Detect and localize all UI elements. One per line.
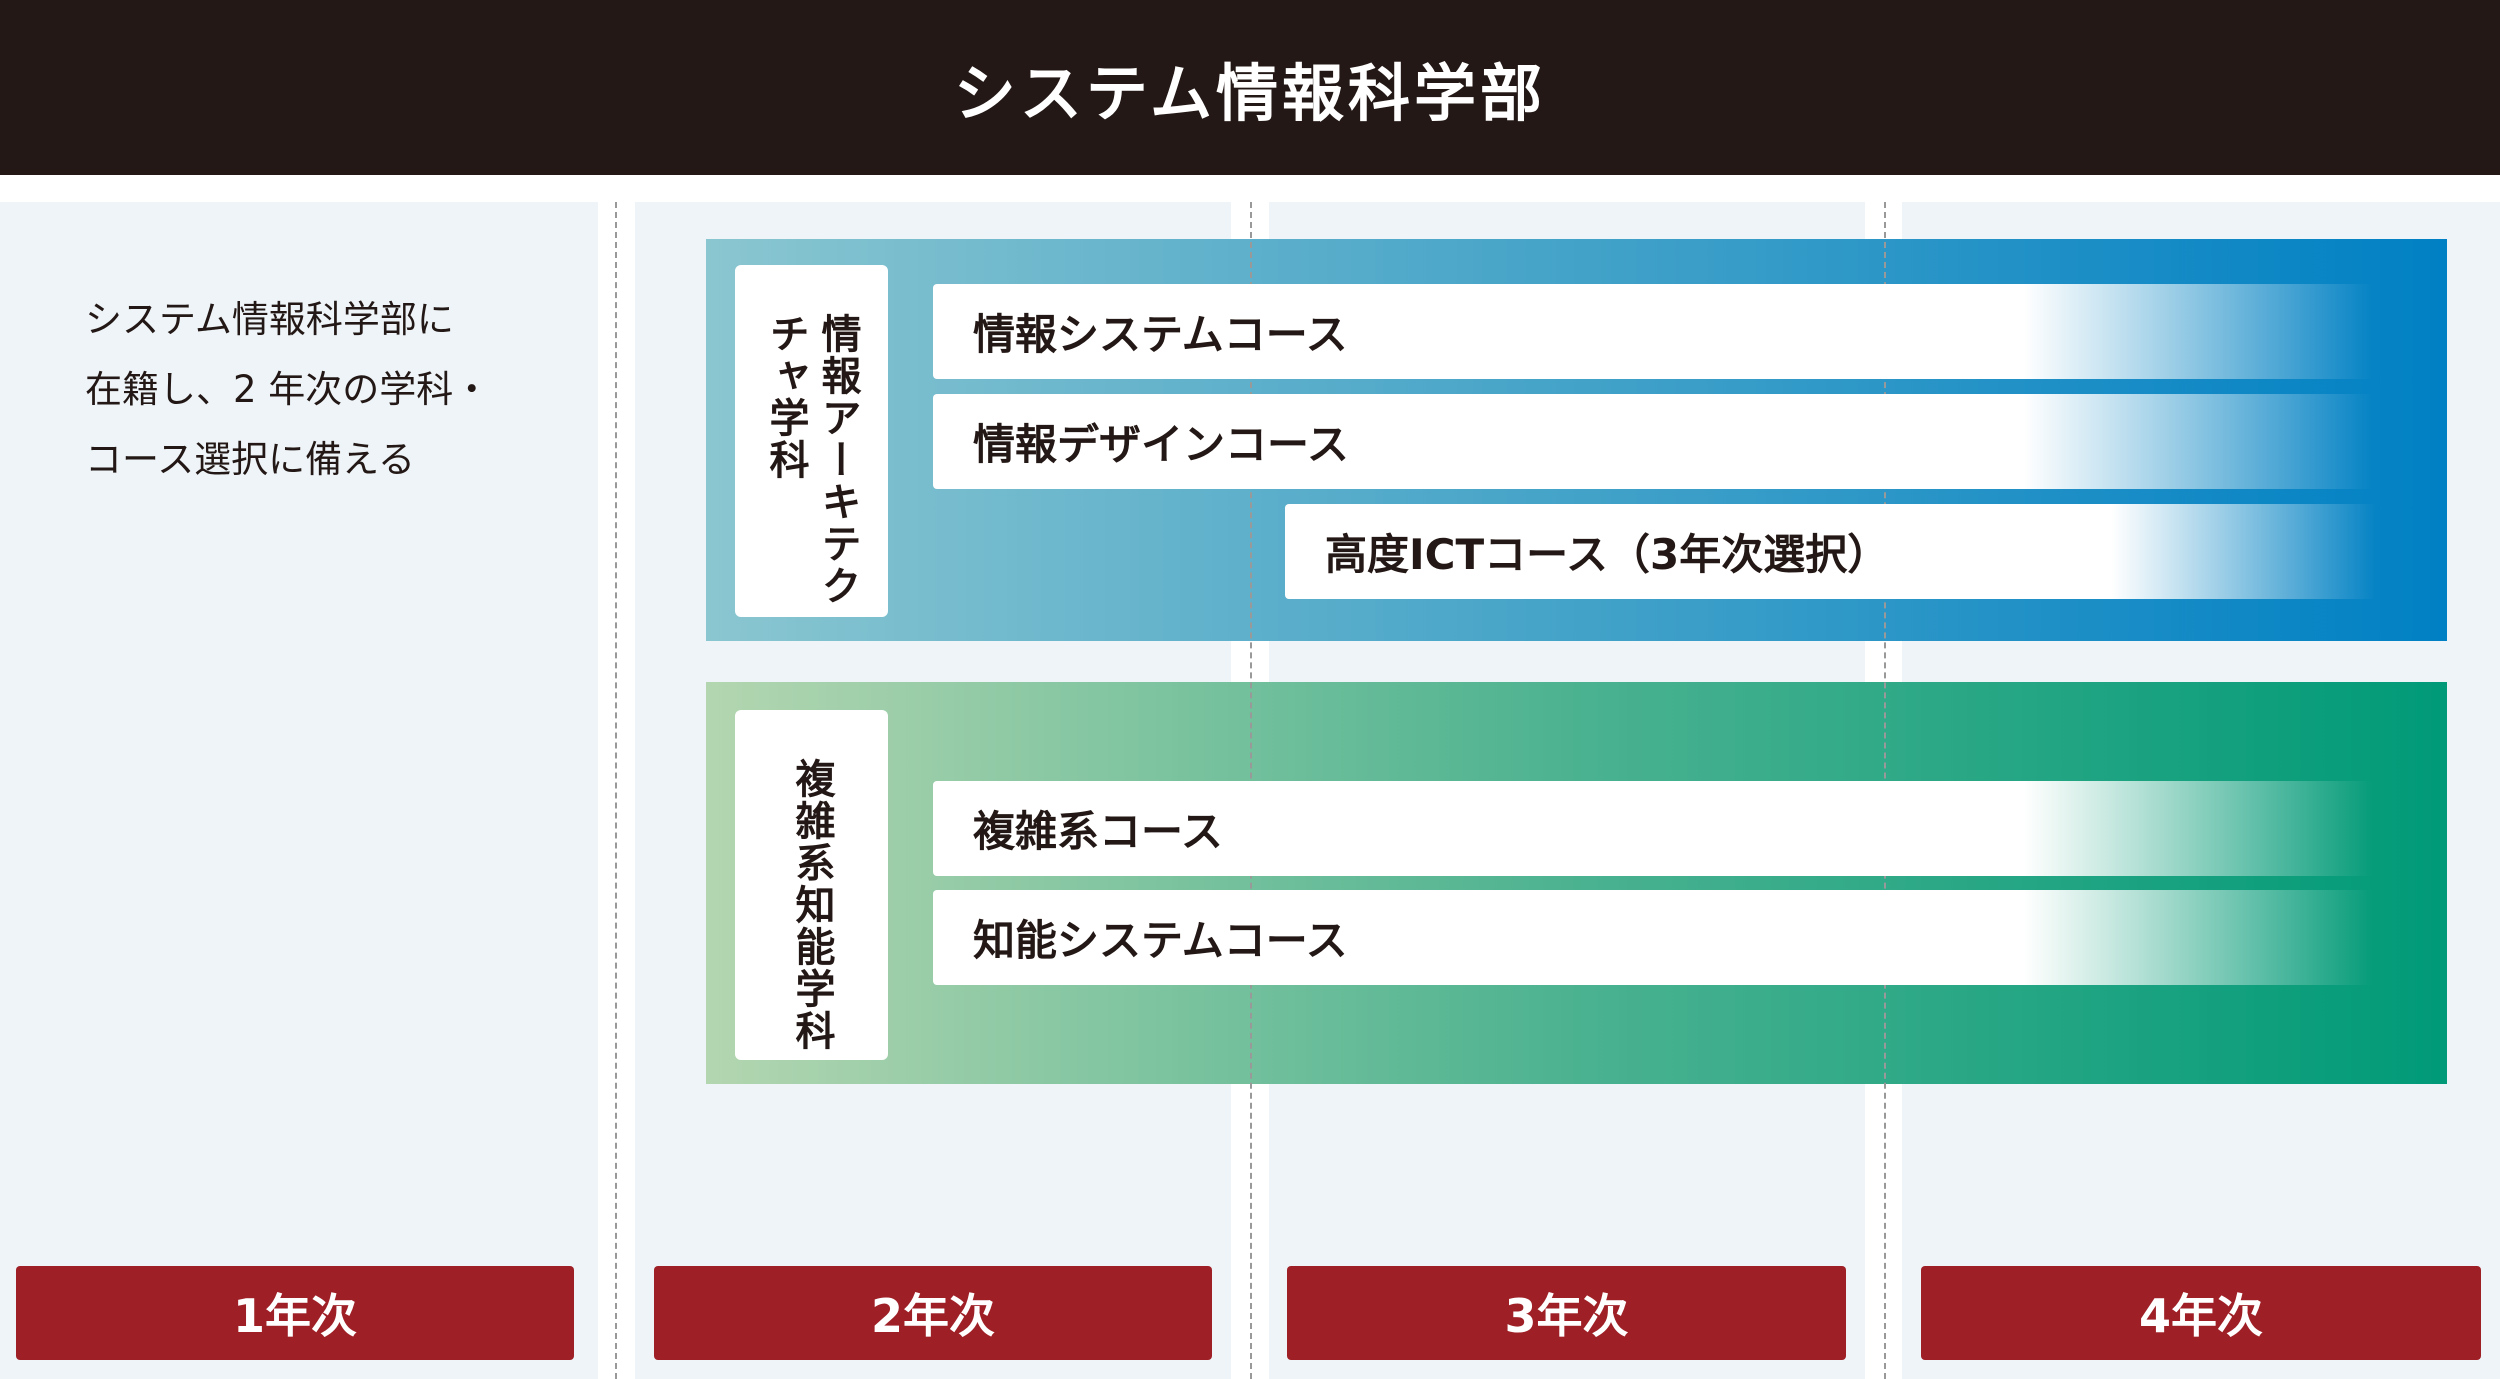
year-label-3: 3年次 [1287, 1266, 1846, 1360]
year-column-1 [0, 202, 598, 1379]
course-information-design: 情報デザインコース [933, 394, 2387, 489]
intro-line: コース選択に備える [85, 438, 416, 481]
department-name: 情報アーキテクチャ学科 [762, 313, 861, 607]
department-block-complex-systems: 複雑系知能学科 [706, 682, 2447, 1084]
column-divider [615, 202, 617, 1379]
first-year-description: システム情報科学部に 在籍し、2 年次の学科・ コース選択に備える [85, 285, 490, 495]
course-information-systems: 情報システムコース [933, 284, 2387, 379]
course-advanced-ict: 高度ICTコース（3年次選択） [1285, 504, 2387, 599]
intro-line: システム情報科学部に [85, 298, 454, 341]
department-name: 複雑系知能学科 [788, 758, 835, 1052]
course-intelligent-systems: 知能システムコース [933, 890, 2387, 985]
course-complex-systems: 複雑系コース [933, 781, 2387, 876]
faculty-header: システム情報科学部 [0, 0, 2500, 175]
year-label-4: 4年次 [1921, 1266, 2481, 1360]
year-label-2: 2年次 [654, 1266, 1212, 1360]
intro-line: 在籍し、2 年次の学科・ [85, 368, 491, 411]
faculty-title: システム情報科学部 [953, 56, 1547, 130]
department-label: 複雑系知能学科 [735, 710, 888, 1060]
department-label: 情報アーキテクチャ学科 [735, 265, 888, 617]
year-label-1: 1年次 [16, 1266, 574, 1360]
